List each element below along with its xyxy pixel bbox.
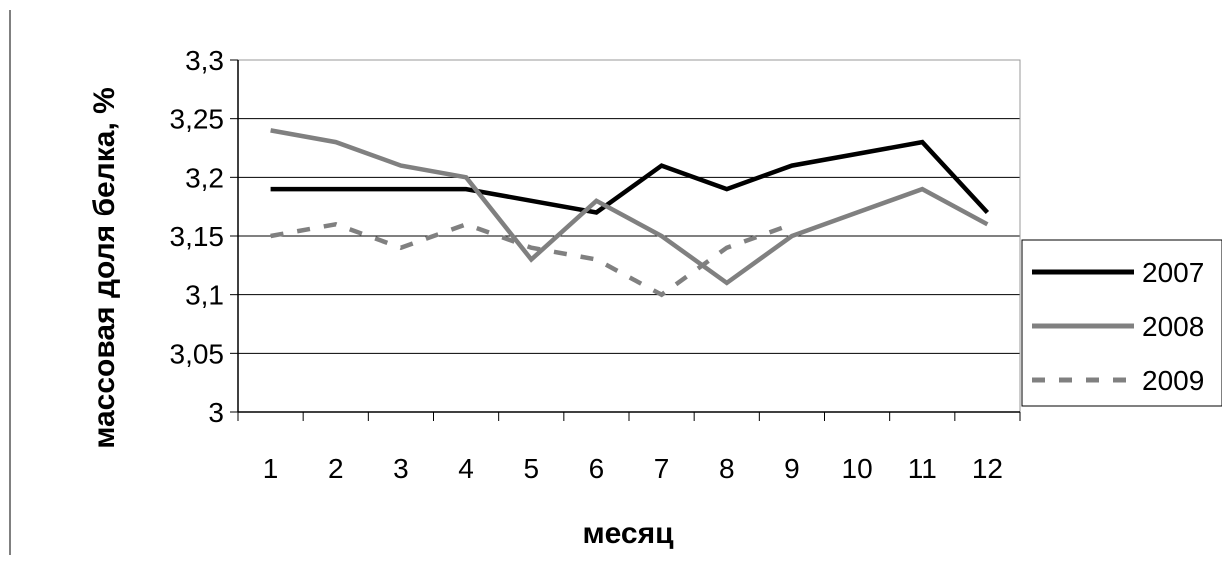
y-tick-label-4: 3,2 <box>185 162 224 193</box>
x-tick-label-10: 10 <box>842 453 873 484</box>
legend: 2007 2008 2009 <box>1021 239 1222 407</box>
x-tick-label-4: 4 <box>458 453 474 484</box>
x-tick-label-11: 11 <box>908 453 937 484</box>
x-tick-label-2: 2 <box>328 453 344 484</box>
gridlines <box>238 59 1020 354</box>
x-tick-label-12: 12 <box>972 453 1003 484</box>
series-line-2009 <box>270 221 793 298</box>
x-tick-label-3: 3 <box>393 453 409 484</box>
axes: 33,053,13,153,23,253,31 2 3 4 5 6 7 8 9 10 11 12 <box>170 45 1021 484</box>
x-tick-label-1: 1 <box>263 453 279 484</box>
x-tick-label-8: 8 <box>719 453 735 484</box>
x-tick-label-6: 6 <box>589 453 605 484</box>
x-tick-label-7: 7 <box>654 453 670 484</box>
y-tick-label-3: 3,15 <box>170 221 225 252</box>
series-line-2008 <box>270 128 989 286</box>
y-tick-label-1: 3,05 <box>170 338 225 369</box>
y-tick-label-5: 3,25 <box>170 104 225 135</box>
y-axis-title: массовая доля белка, % <box>88 87 121 449</box>
legend-label-2007: 2007 <box>1142 257 1204 288</box>
y-tick-label-6: 3,3 <box>185 45 224 76</box>
legend-label-2008: 2008 <box>1142 311 1204 342</box>
series-lines <box>270 128 990 298</box>
x-tick-label-9: 9 <box>784 453 800 484</box>
y-tick-label-2: 3,1 <box>185 280 224 311</box>
x-axis-title: месяц <box>582 517 674 550</box>
y-tick-label-0: 3 <box>208 397 224 428</box>
series-line-2007 <box>270 139 990 215</box>
x-tick-label-5: 5 <box>523 453 539 484</box>
legend-label-2009: 2009 <box>1142 365 1204 396</box>
